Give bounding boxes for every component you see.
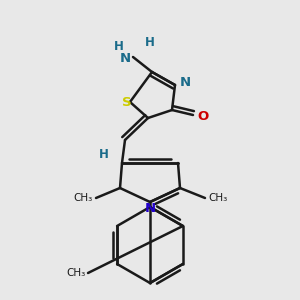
Text: N: N: [144, 202, 156, 214]
Text: H: H: [114, 40, 124, 53]
Text: S: S: [122, 97, 132, 110]
Text: CH₃: CH₃: [208, 193, 227, 203]
Text: H: H: [145, 37, 155, 50]
Text: CH₃: CH₃: [74, 193, 93, 203]
Text: N: N: [119, 52, 130, 65]
Text: O: O: [197, 110, 208, 124]
Text: CH₃: CH₃: [67, 268, 86, 278]
Text: N: N: [179, 76, 191, 89]
Text: H: H: [99, 148, 109, 160]
